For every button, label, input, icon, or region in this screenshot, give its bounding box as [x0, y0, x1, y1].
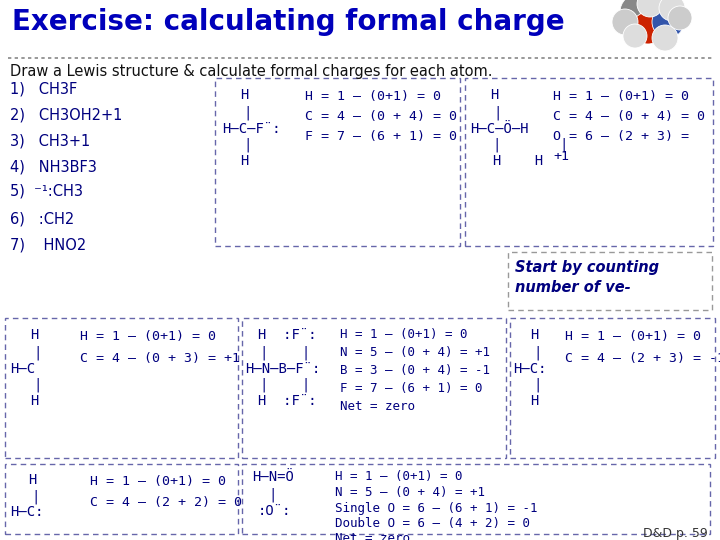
Text: |    |: | |	[260, 346, 310, 361]
Text: Exercise: calculating formal charge: Exercise: calculating formal charge	[12, 8, 564, 36]
Text: 1)   CH3F: 1) CH3F	[10, 82, 77, 97]
Text: H: H	[30, 328, 38, 342]
Text: Start by counting: Start by counting	[515, 260, 659, 275]
Text: H: H	[240, 88, 248, 102]
Bar	[242, 464, 710, 534]
Circle shape	[659, 0, 685, 21]
Circle shape	[637, 0, 663, 17]
Circle shape	[623, 24, 647, 48]
Bar	[508, 252, 712, 310]
Bar	[5, 464, 238, 534]
Text: |       |: | |	[493, 138, 568, 152]
Bar	[510, 318, 715, 458]
Text: F = 7 – (6 + 1) = 0: F = 7 – (6 + 1) = 0	[305, 130, 457, 143]
Text: Net = zero: Net = zero	[335, 532, 410, 540]
Text: |: |	[33, 346, 41, 361]
Text: C = 4 – (2 + 3) = -1: C = 4 – (2 + 3) = -1	[565, 352, 720, 365]
Text: |: |	[243, 138, 251, 152]
Text: 5)  ⁻¹:CH3: 5) ⁻¹:CH3	[10, 184, 83, 199]
Bar	[242, 318, 506, 458]
Text: H = 1 – (0+1) = 0: H = 1 – (0+1) = 0	[305, 90, 441, 103]
Text: C = 4 – (0 + 4) = 0: C = 4 – (0 + 4) = 0	[305, 110, 457, 123]
Text: H = 1 – (0+1) = 0: H = 1 – (0+1) = 0	[335, 470, 462, 483]
Text: C = 4 – (0 + 4) = 0: C = 4 – (0 + 4) = 0	[553, 110, 705, 123]
Text: H–C:: H–C:	[10, 505, 43, 519]
Text: C = 4 – (2 + 2) = 0: C = 4 – (2 + 2) = 0	[90, 496, 242, 509]
Circle shape	[668, 6, 692, 30]
Text: |: |	[533, 346, 541, 361]
Text: H: H	[490, 88, 498, 102]
Text: 2)   CH3OH2+1: 2) CH3OH2+1	[10, 108, 122, 123]
Text: 3)   CH3+1: 3) CH3+1	[10, 134, 90, 149]
Text: |: |	[268, 488, 276, 503]
Text: H–C–Ö–H: H–C–Ö–H	[470, 122, 528, 136]
Circle shape	[652, 25, 678, 51]
Text: H–C:: H–C:	[513, 362, 546, 376]
Circle shape	[640, 0, 676, 28]
Bar	[215, 78, 460, 246]
Text: Double O = 6 – (4 + 2) = 0: Double O = 6 – (4 + 2) = 0	[335, 517, 530, 530]
Text: C = 4 – (0 + 3) = +1: C = 4 – (0 + 3) = +1	[80, 352, 240, 365]
Circle shape	[620, 0, 656, 30]
Text: 7)    HNO2: 7) HNO2	[10, 238, 86, 253]
Circle shape	[652, 6, 684, 38]
Bar	[5, 318, 238, 458]
Text: H: H	[530, 328, 539, 342]
Text: |    |: | |	[260, 378, 310, 393]
Text: 4)   NH3BF3: 4) NH3BF3	[10, 160, 97, 175]
Bar	[465, 78, 713, 246]
Text: B = 3 – (0 + 4) = -1: B = 3 – (0 + 4) = -1	[340, 364, 490, 377]
Text: |: |	[33, 378, 41, 393]
Text: O = 6 – (2 + 3) =: O = 6 – (2 + 3) =	[553, 130, 689, 143]
Text: H    H: H H	[493, 154, 544, 168]
Text: N = 5 – (0 + 4) = +1: N = 5 – (0 + 4) = +1	[340, 346, 490, 359]
Text: H: H	[28, 473, 37, 487]
Text: H = 1 – (0+1) = 0: H = 1 – (0+1) = 0	[80, 330, 216, 343]
Circle shape	[612, 9, 638, 35]
Text: Net = zero: Net = zero	[340, 400, 415, 413]
Text: F = 7 – (6 + 1) = 0: F = 7 – (6 + 1) = 0	[340, 382, 482, 395]
Text: H–C–F̈:: H–C–F̈:	[222, 122, 281, 136]
Text: H  :F̈:: H :F̈:	[258, 394, 317, 408]
Text: H  :F̈:: H :F̈:	[258, 328, 317, 342]
Text: H = 1 – (0+1) = 0: H = 1 – (0+1) = 0	[340, 328, 467, 341]
Text: |: |	[493, 106, 501, 120]
Text: H–C: H–C	[10, 362, 35, 376]
Text: |: |	[243, 106, 251, 120]
Text: H = 1 – (0+1) = 0: H = 1 – (0+1) = 0	[565, 330, 701, 343]
Text: Single O = 6 – (6 + 1) = -1: Single O = 6 – (6 + 1) = -1	[335, 502, 538, 515]
Text: number of ve-: number of ve-	[515, 280, 631, 295]
Text: :Ö:: :Ö:	[258, 504, 292, 518]
Text: H = 1 – (0+1) = 0: H = 1 – (0+1) = 0	[553, 90, 689, 103]
Text: 6)   :CH2: 6) :CH2	[10, 212, 74, 227]
Text: H = 1 – (0+1) = 0: H = 1 – (0+1) = 0	[90, 475, 226, 488]
Text: H–N=Ö: H–N=Ö	[252, 470, 294, 484]
Text: N = 5 – (0 + 4) = +1: N = 5 – (0 + 4) = +1	[335, 486, 485, 499]
Text: H–N–B–F̈:: H–N–B–F̈:	[245, 362, 320, 376]
Text: H: H	[30, 394, 38, 408]
Text: |: |	[533, 378, 541, 393]
Text: Draw a Lewis structure & calculate formal charges for each atom.: Draw a Lewis structure & calculate forma…	[10, 64, 492, 79]
Circle shape	[632, 12, 664, 44]
Text: +1: +1	[553, 150, 569, 163]
Text: |: |	[31, 490, 40, 504]
Text: H: H	[240, 154, 248, 168]
Text: D&D p. 59: D&D p. 59	[643, 527, 708, 540]
Text: H: H	[530, 394, 539, 408]
